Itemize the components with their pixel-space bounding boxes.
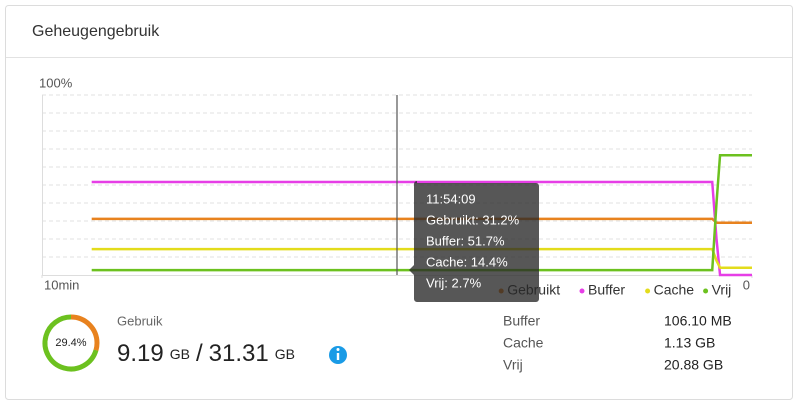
stat-value: 20.88 GB: [664, 357, 723, 373]
card-title: Geheugengebruik: [32, 23, 160, 40]
usage-value: 9.19 GB /31.31 GB: [117, 340, 295, 367]
tooltip-box: [409, 181, 539, 302]
tooltip: 11:54:09 Gebruikt: 31.2% Buffer: 51.7% Cach…: [409, 181, 539, 302]
usage-part: /: [196, 340, 203, 367]
legend-label: Cache: [654, 282, 695, 298]
tooltip-item: Cache: 14.4%: [426, 254, 508, 269]
x-tick-label: 10min: [44, 277, 79, 292]
legend-label: Buffer: [588, 282, 625, 298]
stat-label: Vrij: [503, 357, 523, 373]
series-line: [91, 180, 752, 277]
stat-value: 106.10 MB: [664, 313, 732, 329]
usage-part: 31.31: [209, 340, 269, 367]
tooltip-item: Vrij: 2.7%: [426, 275, 482, 290]
usage-part: GB: [170, 346, 190, 362]
legend-marker: [579, 288, 585, 294]
usage-label: Gebruik: [117, 313, 163, 328]
legend-label: Vrij: [712, 282, 732, 298]
usage-part: GB: [275, 346, 295, 362]
info-icon[interactable]: [329, 346, 347, 364]
tooltip-time: 11:54:09: [426, 191, 476, 206]
y-tick-label: 100%: [39, 75, 73, 90]
usage-part: 9.19: [117, 340, 164, 367]
tooltip-item: Gebruikt: 31.2%: [426, 212, 520, 227]
stat-label: Cache: [503, 335, 544, 351]
x-tick-label: 0: [743, 277, 750, 292]
gauge-value: [42, 314, 100, 372]
stat-value: 1.13 GB: [664, 335, 715, 351]
legend-marker: [703, 288, 709, 294]
legend-marker: [645, 288, 651, 294]
tooltip-item: Buffer: 51.7%: [426, 233, 505, 248]
gauge-label: 29.4%: [55, 337, 86, 349]
stat-label: Buffer: [503, 313, 540, 329]
